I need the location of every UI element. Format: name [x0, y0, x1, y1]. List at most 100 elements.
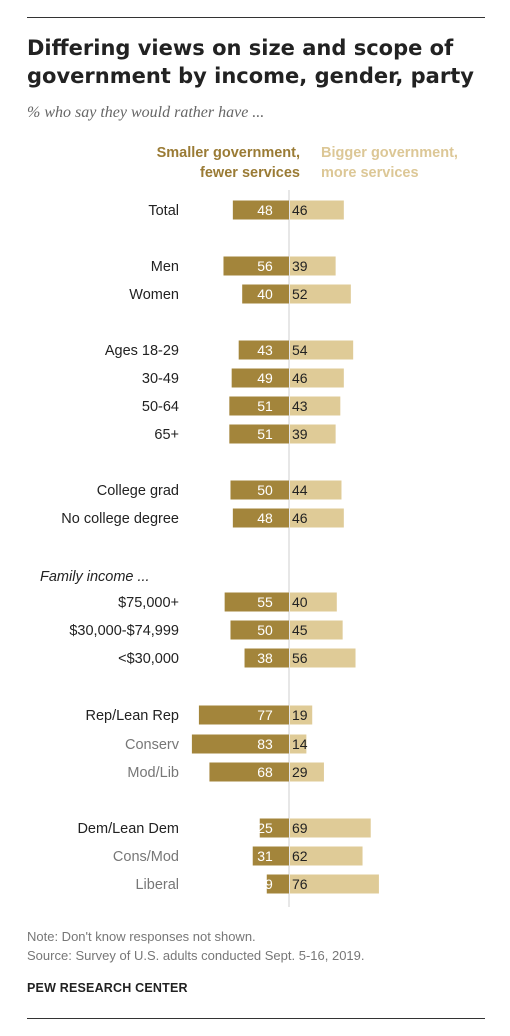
bar-bigger-government [290, 200, 344, 220]
value-label-bigger: 44 [292, 482, 308, 498]
category-label: 65+ [154, 427, 179, 443]
row-cons-mod: Cons/Mod 31 62 [113, 846, 363, 866]
value-label-smaller: 31 [257, 848, 273, 864]
value-label-smaller: 68 [257, 764, 273, 780]
pew-research-center-logo: PEW RESEARCH CENTER [27, 981, 188, 995]
bar-bigger-government [290, 284, 351, 304]
row-men: Men 56 39 [151, 256, 336, 276]
category-label: 50-64 [142, 399, 179, 415]
group-heading-family-income: Family income ... [40, 569, 150, 585]
value-label-bigger: 46 [292, 510, 308, 526]
source-label: Source: [27, 948, 72, 963]
bar-bigger-government [290, 508, 344, 528]
value-label-bigger: 46 [292, 370, 308, 386]
legend-bigger-line2: more services [321, 165, 419, 181]
row-no-college-degree: No college degree 48 46 [61, 508, 344, 528]
bar-smaller-government [230, 480, 289, 500]
bar-smaller-government [229, 424, 289, 444]
value-label-bigger: 62 [292, 848, 308, 864]
bar-bigger-government [290, 620, 343, 640]
row-conserv: Conserv 83 14 [125, 734, 308, 754]
value-label-smaller: 83 [257, 736, 273, 752]
row-total: Total 48 46 [148, 200, 344, 220]
bar-bigger-government [290, 648, 356, 668]
row-30-49: 30-49 49 46 [142, 368, 344, 388]
category-label: $30,000-$74,999 [69, 623, 179, 639]
legend-bigger-line1: Bigger government, [321, 145, 458, 161]
value-label-smaller: 48 [257, 202, 273, 218]
bar-bigger-government [290, 818, 371, 838]
bar-smaller-government [244, 648, 289, 668]
value-label-bigger: 56 [292, 650, 308, 666]
category-label: Dem/Lean Dem [77, 821, 179, 837]
category-label: 30-49 [142, 371, 179, 387]
bar-smaller-government [191, 734, 289, 754]
bar-smaller-government [232, 200, 289, 220]
bar-smaller-government [223, 256, 289, 276]
category-label: Ages 18-29 [105, 343, 179, 359]
row-dem-lean-dem: Dem/Lean Dem 25 69 [77, 818, 371, 838]
row-50-64: 50-64 51 43 [142, 396, 341, 416]
row-mod-lib: Mod/Lib 68 29 [127, 762, 324, 782]
bar-bigger-government [290, 846, 363, 866]
value-label-smaller: 48 [257, 510, 273, 526]
legend-smaller-line2: fewer services [200, 165, 300, 181]
bar-smaller-government [242, 284, 289, 304]
bar-bigger-government [290, 734, 307, 754]
category-label: College grad [97, 483, 179, 499]
value-label-smaller: 55 [257, 594, 273, 610]
bar-bigger-government [290, 762, 324, 782]
bar-smaller-government [266, 874, 289, 894]
category-label: Total [148, 203, 179, 219]
diverging-bar-chart: Family income ... Total 48 46 Men 56 39 Women 40… [40, 190, 379, 907]
bar-smaller-government [238, 340, 289, 360]
value-label-smaller: 50 [257, 622, 273, 638]
value-label-bigger: 45 [292, 622, 308, 638]
category-label: Rep/Lean Rep [85, 708, 179, 724]
row-75-000: $75,000+ 55 40 [118, 592, 337, 612]
bar-bigger-government [290, 340, 354, 360]
bar-smaller-government [231, 368, 289, 388]
bar-bigger-government [290, 256, 336, 276]
bar-smaller-government [252, 846, 289, 866]
row-liberal: Liberal 19 76 [135, 874, 379, 894]
chart-title: Differing views on size and scope of gov… [27, 36, 474, 88]
value-label-smaller: 43 [257, 342, 273, 358]
value-label-bigger: 54 [292, 342, 308, 358]
bar-smaller-government [232, 508, 289, 528]
value-label-smaller: 51 [257, 398, 273, 414]
legend-smaller-government: Smaller government, fewer services [157, 143, 300, 183]
source-detail: Survey of U.S. adults conducted Sept. 5-… [75, 948, 365, 963]
row-ages-18-29: Ages 18-29 43 54 [105, 340, 354, 360]
bottom-rule [27, 1018, 485, 1019]
category-label: <$30,000 [118, 651, 179, 667]
value-label-bigger: 19 [292, 707, 308, 723]
category-label: Women [129, 287, 179, 303]
value-label-smaller: 77 [257, 707, 273, 723]
row-college-grad: College grad 50 44 [97, 480, 342, 500]
bar-smaller-government [259, 818, 289, 838]
value-label-bigger: 14 [292, 736, 308, 752]
row-30-000-74-999: $30,000-$74,999 50 45 [69, 620, 343, 640]
bar-bigger-government [290, 424, 336, 444]
value-label-bigger: 39 [292, 426, 308, 442]
value-label-smaller: 49 [257, 370, 273, 386]
value-label-bigger: 46 [292, 202, 308, 218]
category-label: Cons/Mod [113, 849, 179, 865]
bar-smaller-government [198, 705, 289, 725]
value-label-bigger: 39 [292, 258, 308, 274]
value-label-smaller: 56 [257, 258, 273, 274]
bar-bigger-government [290, 874, 379, 894]
value-label-smaller: 19 [257, 876, 273, 892]
category-label: Mod/Lib [127, 765, 179, 781]
row-30-000: <$30,000 38 56 [118, 648, 356, 668]
bar-bigger-government [290, 705, 313, 725]
category-label: Men [151, 259, 179, 275]
bar-bigger-government [290, 396, 341, 416]
value-label-smaller: 40 [257, 286, 273, 302]
value-label-smaller: 51 [257, 426, 273, 442]
category-label: No college degree [61, 511, 179, 527]
value-label-bigger: 76 [292, 876, 308, 892]
row-women: Women 40 52 [129, 284, 351, 304]
row-rep-lean-rep: Rep/Lean Rep 77 19 [85, 705, 313, 725]
